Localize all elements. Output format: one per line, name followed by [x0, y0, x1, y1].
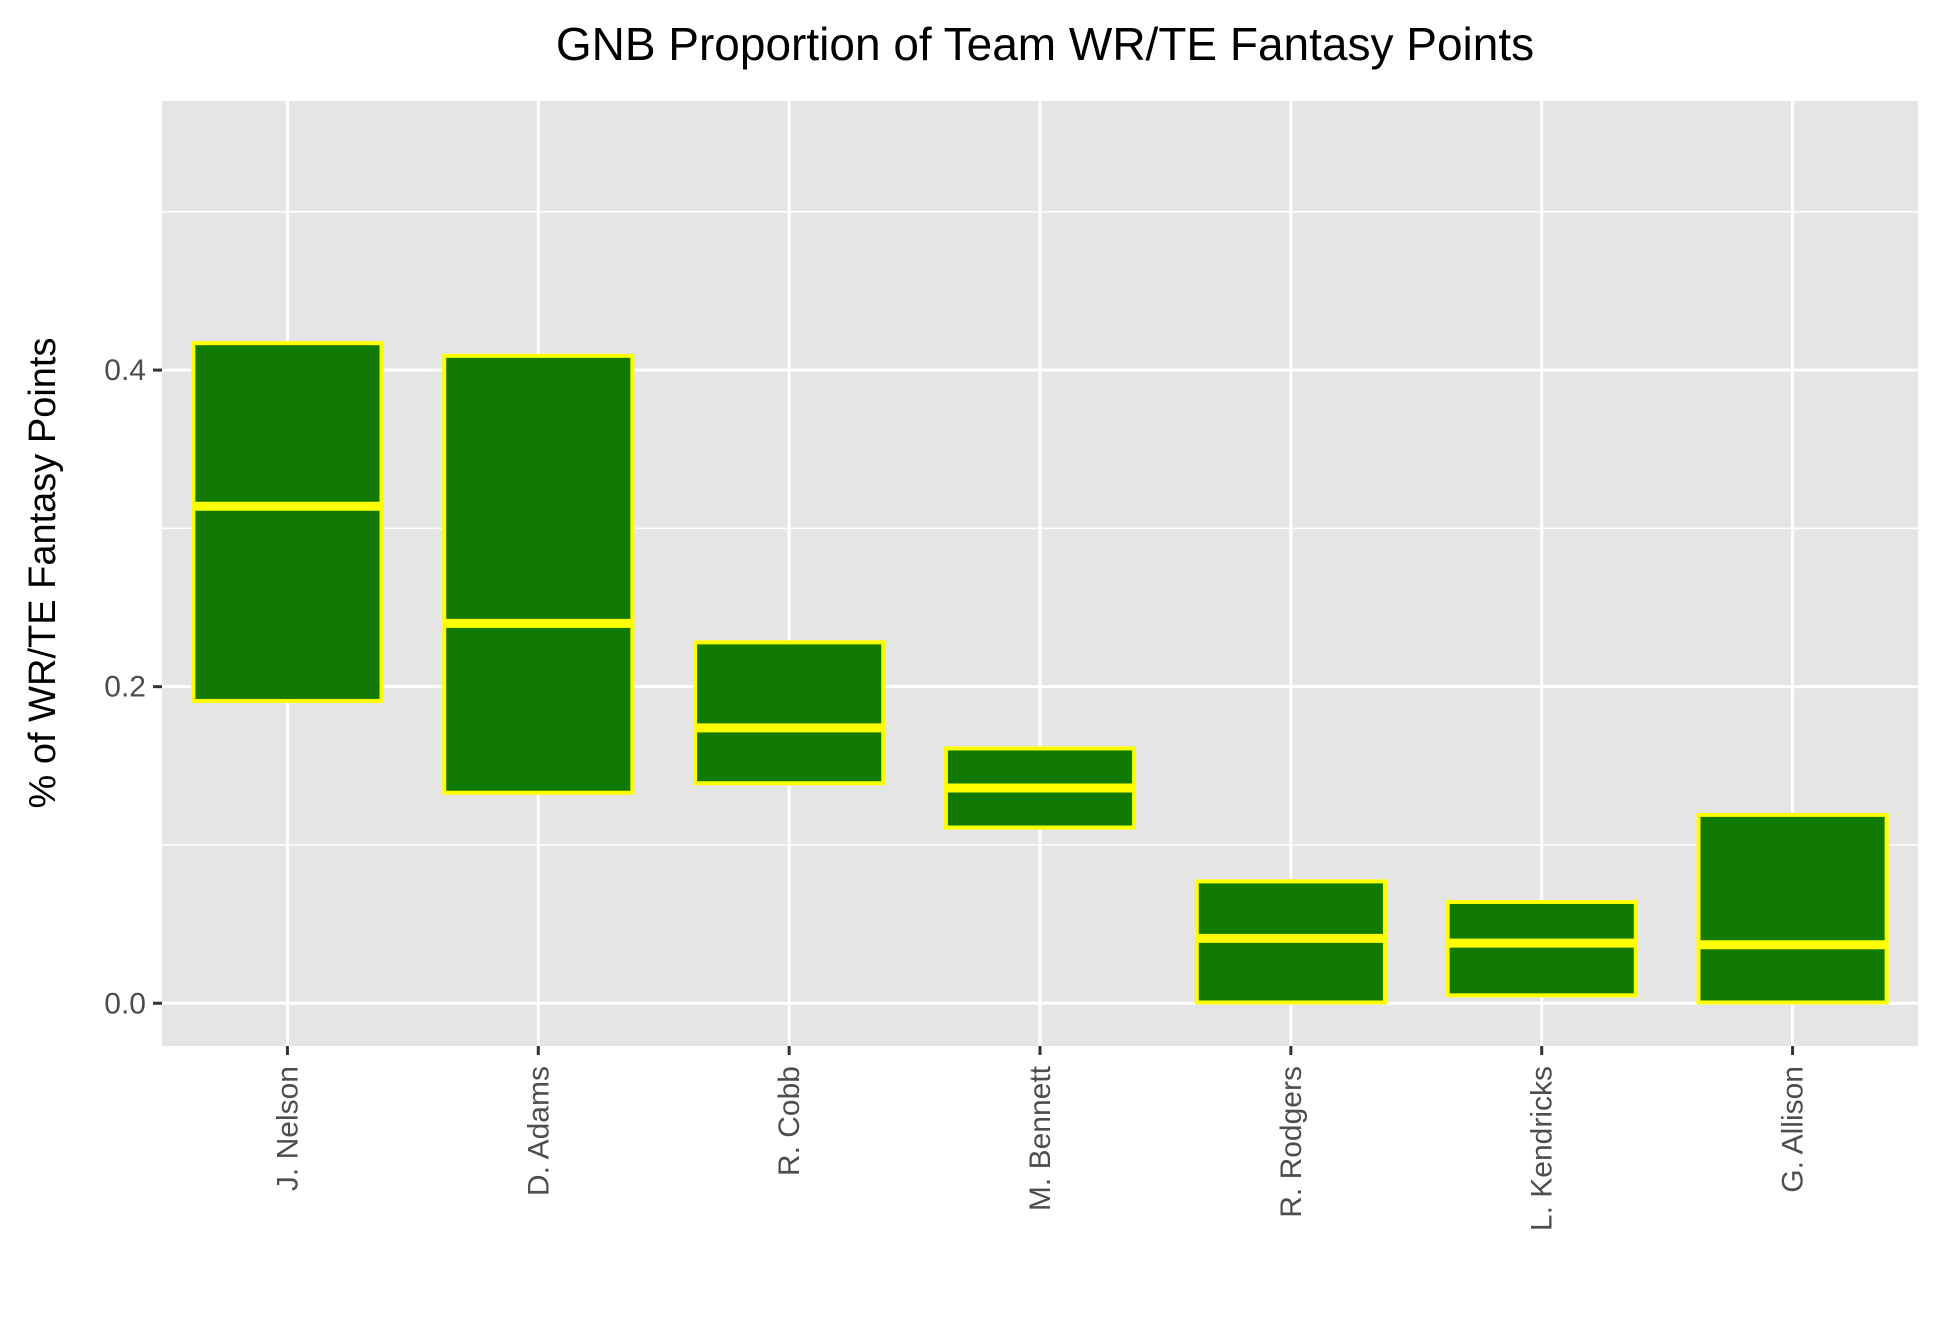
- box: [442, 353, 635, 795]
- y-tick-label: 0.4: [104, 354, 146, 387]
- box: [1445, 899, 1638, 998]
- x-tick-label: R. Rodgers: [1275, 1066, 1308, 1218]
- box: [693, 640, 886, 786]
- y-tick-label: 0.2: [104, 671, 146, 704]
- x-tick-label: G. Allison: [1777, 1066, 1810, 1193]
- y-axis: 0.0 0.2 0.4: [104, 354, 162, 1020]
- boxes: [191, 341, 1889, 1005]
- x-axis: J. Nelson D. Adams R. Cobb M. Bennett R. Rod…: [271, 1046, 1810, 1231]
- x-tick-label: L. Kendricks: [1526, 1066, 1559, 1231]
- x-tick-label: J. Nelson: [271, 1066, 304, 1191]
- x-tick-label: D. Adams: [522, 1066, 555, 1196]
- y-tick-label: 0.0: [104, 987, 146, 1020]
- y-axis-title: % of WR/TE Fantasy Points: [22, 338, 64, 809]
- box: [191, 341, 384, 703]
- x-tick-label: R. Cobb: [773, 1066, 806, 1176]
- x-tick-label: M. Bennett: [1024, 1065, 1057, 1211]
- box: [1696, 812, 1889, 1005]
- chart-title: GNB Proportion of Team WR/TE Fantasy Poi…: [556, 18, 1534, 70]
